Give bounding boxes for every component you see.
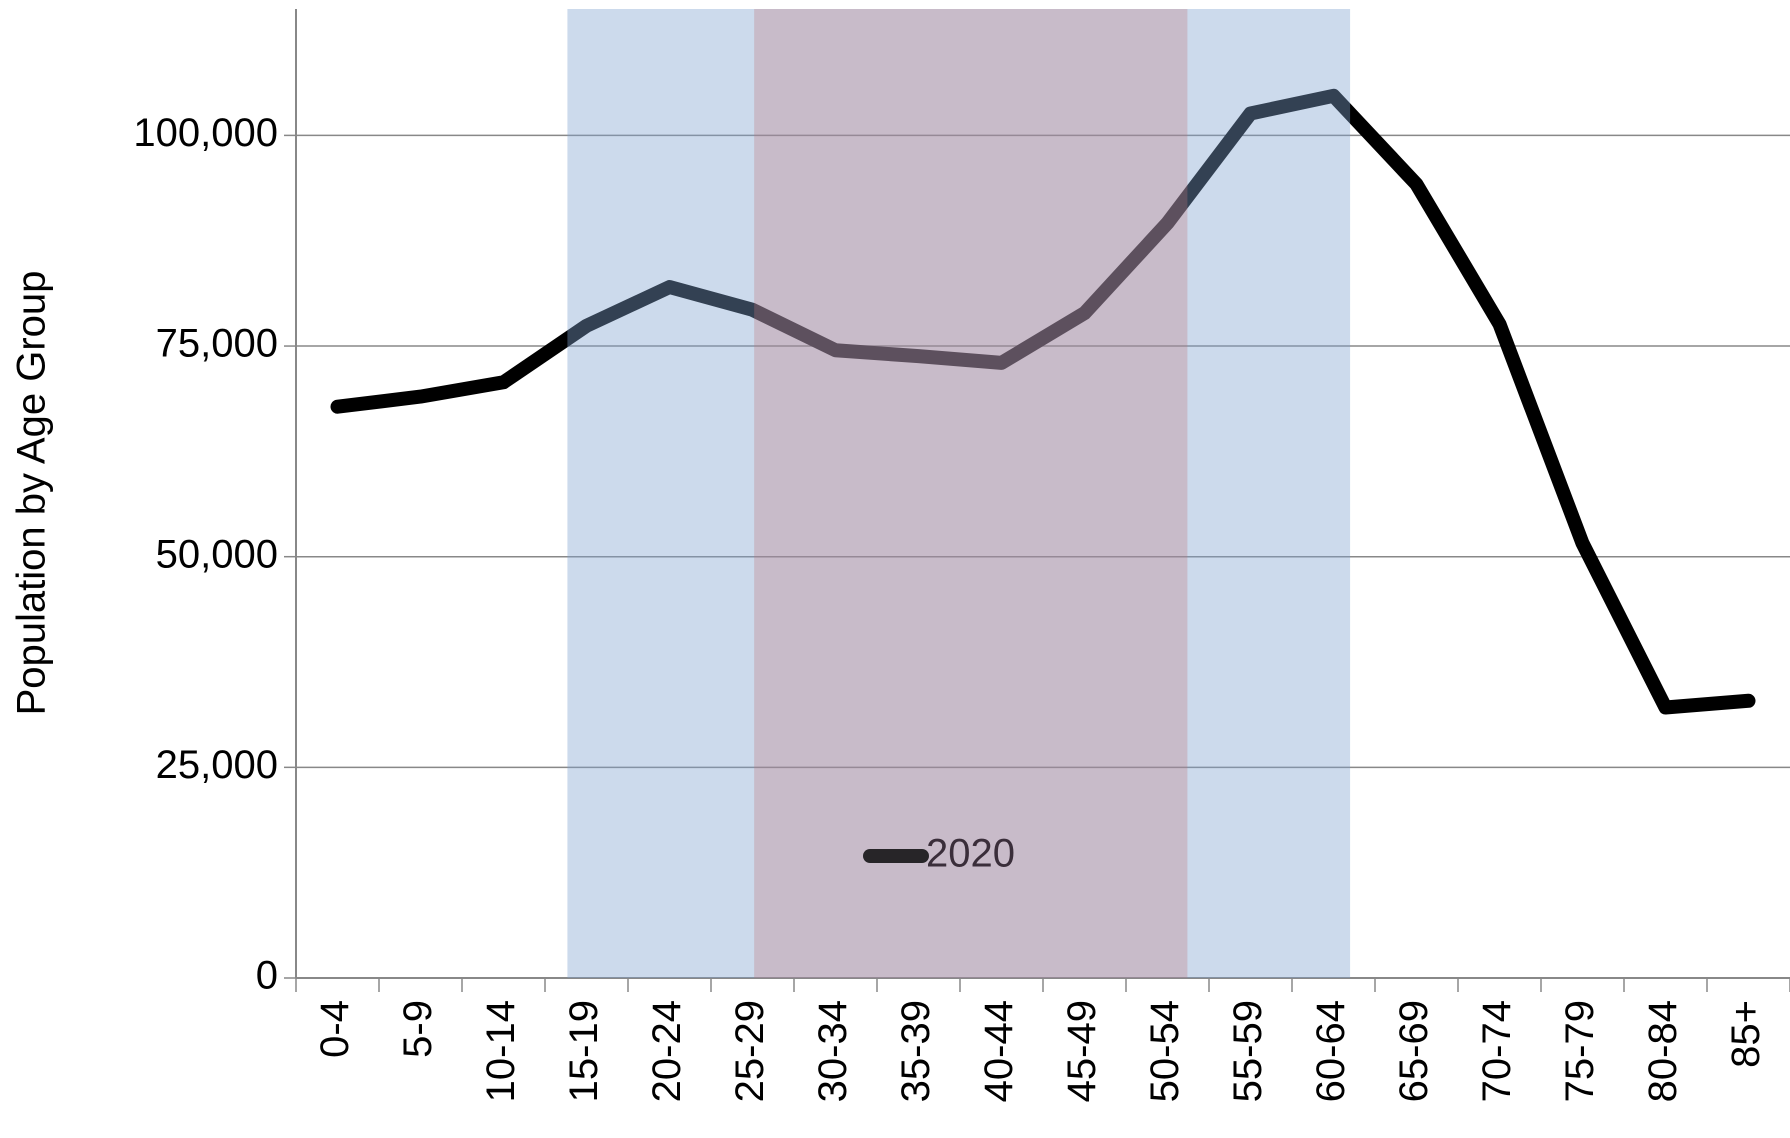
- shade-purple: [754, 9, 1188, 978]
- x-tick-label: 55-59: [1226, 1000, 1270, 1102]
- x-tick-label: 5-9: [396, 1000, 440, 1058]
- y-tick-label: 100,000: [133, 111, 278, 155]
- x-tick-label: 10-14: [479, 1000, 523, 1102]
- y-tick-label: 25,000: [156, 743, 278, 787]
- x-tick-label: 45-49: [1060, 1000, 1104, 1102]
- y-tick-label: 0: [256, 954, 278, 998]
- x-tick-label: 35-39: [894, 1000, 938, 1102]
- x-tick-label: 80-84: [1641, 1000, 1685, 1102]
- y-tick-label: 50,000: [156, 532, 278, 576]
- x-tick-label: 65-69: [1392, 1000, 1436, 1102]
- y-tick-label: 75,000: [156, 322, 278, 366]
- shade-blue: [567, 9, 1351, 978]
- y-axis-label: Population by Age Group: [10, 271, 54, 716]
- line: [330, 88, 1756, 715]
- x-tick-label: 0-4: [313, 1000, 357, 1058]
- x-tick-label: 85+: [1724, 1000, 1768, 1068]
- x-tick-label: 20-24: [645, 1000, 689, 1102]
- x-tick-label: 15-19: [562, 1000, 606, 1102]
- x-tick-label: 70-74: [1475, 1000, 1519, 1102]
- x-tick-label: 75-79: [1558, 1000, 1602, 1102]
- x-tick-label: 40-44: [977, 1000, 1021, 1102]
- legend-label: 2020: [926, 832, 1015, 876]
- x-tick-label: 25-29: [728, 1000, 772, 1102]
- x-tick-label: 60-64: [1309, 1000, 1353, 1102]
- x-tick-label: 30-34: [811, 1000, 855, 1102]
- x-tick-label: 50-54: [1143, 1000, 1187, 1102]
